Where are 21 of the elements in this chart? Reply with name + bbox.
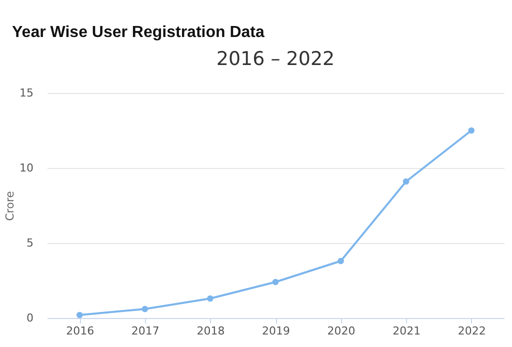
y-tick-label: 5 bbox=[26, 236, 34, 250]
chart-title: Year Wise User Registration Data bbox=[12, 24, 264, 41]
x-tick-label: 2017 bbox=[131, 324, 160, 338]
x-tick-label: 2022 bbox=[458, 324, 486, 338]
point bbox=[142, 306, 148, 312]
point bbox=[76, 312, 83, 318]
point bbox=[272, 278, 279, 286]
x-tick-label: 2018 bbox=[196, 324, 225, 338]
y-tick-label: 15 bbox=[20, 86, 34, 100]
x-tick-label: 2021 bbox=[392, 324, 421, 338]
point bbox=[338, 258, 344, 264]
y-tick-label: 10 bbox=[20, 162, 34, 174]
x-tick-label: 2019 bbox=[262, 324, 290, 338]
point bbox=[207, 295, 214, 302]
chart-subtitle: 2016 – 2022 bbox=[216, 48, 335, 70]
x-tick-label: 2016 bbox=[66, 324, 94, 338]
point bbox=[468, 127, 475, 134]
x-tick-label: 2020 bbox=[327, 324, 356, 338]
y-tick-label: 0 bbox=[26, 312, 34, 324]
y-axis-title: Crore bbox=[4, 190, 17, 221]
point bbox=[402, 178, 410, 185]
